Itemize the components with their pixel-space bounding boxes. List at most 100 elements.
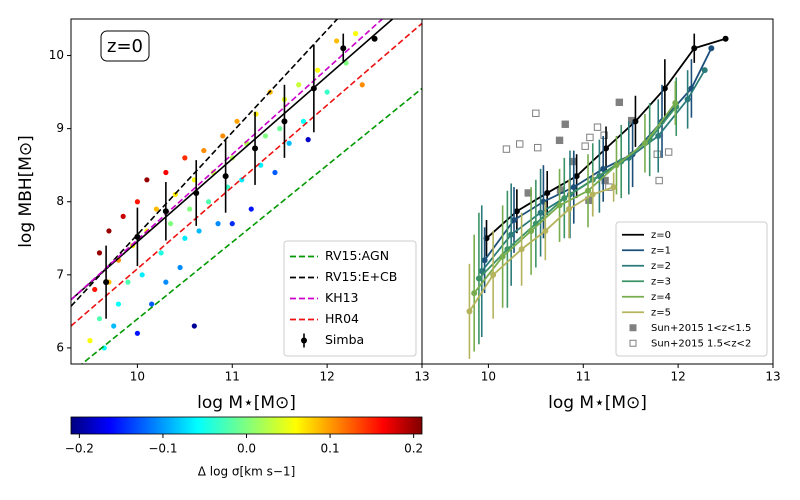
scatter-point bbox=[125, 279, 131, 285]
scatter-point bbox=[163, 279, 169, 285]
scatter-point bbox=[277, 126, 283, 132]
scatter-point bbox=[134, 199, 141, 205]
scatter-point bbox=[205, 199, 212, 205]
series-marker bbox=[701, 67, 708, 74]
colorbar-tick-label: 0.1 bbox=[321, 442, 340, 456]
scatter-point bbox=[359, 82, 365, 88]
scatter-point bbox=[168, 221, 174, 227]
layers: 10 11 12 13 6 7 8 9 10 log M⋆[M⊙] log MBH[M⊙] RV15:… bbox=[16, 18, 781, 479]
series-marker bbox=[561, 195, 568, 202]
square-marker bbox=[655, 176, 663, 185]
annotation-box bbox=[100, 30, 150, 62]
legend-label: z=2 bbox=[651, 261, 671, 272]
series-marker bbox=[661, 85, 668, 92]
series-marker bbox=[610, 184, 617, 191]
scatter-point bbox=[300, 118, 307, 124]
series-marker bbox=[544, 189, 551, 196]
y-axis-label: log MBH[M⊙] bbox=[16, 135, 36, 248]
legend-label: Sun+2015 1.5<z<2 bbox=[651, 338, 751, 349]
legend-label: z=1 bbox=[651, 245, 671, 256]
scatter-point bbox=[186, 206, 193, 212]
series-marker bbox=[722, 35, 729, 42]
x-axis-label: log M⋆[M⊙] bbox=[548, 393, 647, 413]
square-marker bbox=[581, 142, 589, 150]
legend-box bbox=[283, 240, 417, 357]
fit-line bbox=[71, 19, 394, 301]
scatter-point bbox=[248, 206, 254, 212]
series-marker bbox=[691, 45, 698, 52]
series-marker bbox=[193, 189, 200, 196]
series-marker bbox=[103, 279, 110, 286]
series-marker bbox=[613, 162, 620, 169]
series-marker bbox=[566, 206, 573, 213]
square-marker bbox=[532, 109, 540, 117]
square-marker bbox=[593, 123, 602, 131]
legend-label: Simba bbox=[325, 332, 364, 347]
series-marker bbox=[603, 145, 610, 152]
square-marker bbox=[534, 143, 542, 152]
x-tick-label: 13 bbox=[414, 370, 429, 384]
series-marker bbox=[222, 173, 229, 180]
scatter-point bbox=[158, 250, 164, 256]
scatter-point bbox=[92, 286, 98, 293]
series-marker bbox=[585, 187, 592, 194]
scatter-point bbox=[144, 177, 150, 183]
scatter-point bbox=[196, 228, 202, 234]
square-marker bbox=[653, 150, 661, 158]
square-marker bbox=[601, 176, 609, 185]
x-tick-label: 13 bbox=[765, 370, 780, 384]
scatter-point bbox=[111, 323, 117, 329]
series-marker bbox=[481, 257, 488, 264]
scatter-point bbox=[87, 338, 93, 344]
series-marker bbox=[528, 227, 535, 234]
annotation: z=0 bbox=[107, 36, 143, 57]
series-marker bbox=[684, 96, 691, 103]
legend-swatch bbox=[301, 337, 307, 344]
scatter-point bbox=[182, 155, 188, 161]
colorbar-tick-label: 0.0 bbox=[237, 442, 256, 456]
legend-label: Sun+2015 1<z<1.5 bbox=[651, 323, 751, 334]
legend-box bbox=[615, 221, 768, 357]
x-tick-label: 12 bbox=[319, 370, 334, 384]
scatter-point bbox=[106, 228, 112, 234]
series-marker bbox=[162, 208, 169, 215]
x-tick-label: 10 bbox=[130, 370, 145, 384]
series-marker bbox=[556, 202, 563, 209]
relation-line bbox=[80, 87, 422, 364]
series-marker bbox=[340, 45, 347, 52]
colorbar bbox=[70, 416, 423, 435]
scatter-point bbox=[201, 147, 207, 154]
square-marker bbox=[615, 98, 624, 107]
scatter-point bbox=[96, 316, 103, 322]
x-tick-label: 12 bbox=[670, 370, 685, 384]
scatter-point bbox=[324, 89, 330, 95]
scatter-point bbox=[153, 206, 159, 212]
scatter-point bbox=[262, 133, 269, 139]
series-line bbox=[473, 102, 677, 294]
square-marker bbox=[516, 140, 524, 148]
x-tick-label: 11 bbox=[576, 370, 591, 384]
series-marker bbox=[490, 271, 497, 278]
scatter-point bbox=[115, 301, 122, 307]
axes-frame bbox=[421, 18, 774, 365]
y-tick-label: 9 bbox=[56, 121, 64, 135]
scatter-point bbox=[286, 140, 292, 146]
series-marker bbox=[508, 231, 515, 238]
series-marker bbox=[632, 118, 639, 125]
series-marker bbox=[672, 100, 679, 107]
legend-label: z=0 bbox=[651, 230, 671, 241]
series-marker bbox=[518, 246, 525, 253]
scatter-point bbox=[139, 272, 145, 278]
series-marker bbox=[371, 35, 378, 42]
scatter-point bbox=[253, 111, 259, 117]
series-marker bbox=[134, 233, 141, 240]
series-marker bbox=[708, 45, 715, 52]
square-marker bbox=[664, 148, 673, 156]
scatter-point bbox=[191, 323, 197, 329]
legend-label: z=4 bbox=[651, 292, 671, 303]
series-marker bbox=[570, 184, 577, 191]
series-marker bbox=[600, 165, 607, 172]
legend-label: RV15:AGN bbox=[325, 248, 389, 263]
scatter-point bbox=[163, 169, 169, 176]
